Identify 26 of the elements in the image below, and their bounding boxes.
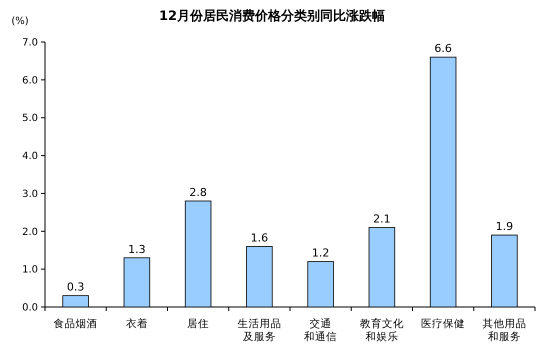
x-tick-label: 生活用品及服务	[237, 317, 282, 344]
data-label: 1.9	[496, 220, 514, 234]
x-tick-label: 医疗保健	[421, 317, 466, 330]
chart-title: 12月份居民消费价格分类别同比涨跌幅	[158, 9, 386, 24]
data-label: 2.8	[189, 186, 207, 199]
y-tick-label: 2.0	[22, 226, 38, 238]
x-tick-label: 交通和通信	[304, 317, 338, 344]
data-label: 1.2	[312, 246, 330, 260]
x-tick-label: 居住	[187, 318, 210, 330]
y-tick-label: 7.0	[22, 38, 38, 48]
x-tick-label: 食品烟酒	[54, 317, 98, 330]
y-tick-label: 3.0	[22, 188, 38, 200]
x-tick-label: 衣着	[126, 317, 148, 330]
y-tick-label: 4.0	[22, 151, 38, 162]
y-tick-label: 6.0	[22, 75, 38, 86]
y-tick-label: 5.0	[22, 113, 38, 124]
y-tick-label: 1.0	[22, 264, 38, 276]
data-label: 0.3	[66, 280, 84, 294]
data-label: 6.6	[434, 42, 452, 56]
data-label: 1.3	[128, 242, 146, 256]
y-tick-label: 0.0	[22, 302, 38, 314]
x-tick-label: 教育文化和娱乐	[360, 317, 404, 344]
data-label: 1.6	[250, 231, 268, 244]
data-label: 2.1	[373, 212, 391, 226]
x-tick-label: 其他用品和服务	[482, 317, 526, 344]
y-axis-title: (%)	[11, 16, 29, 27]
